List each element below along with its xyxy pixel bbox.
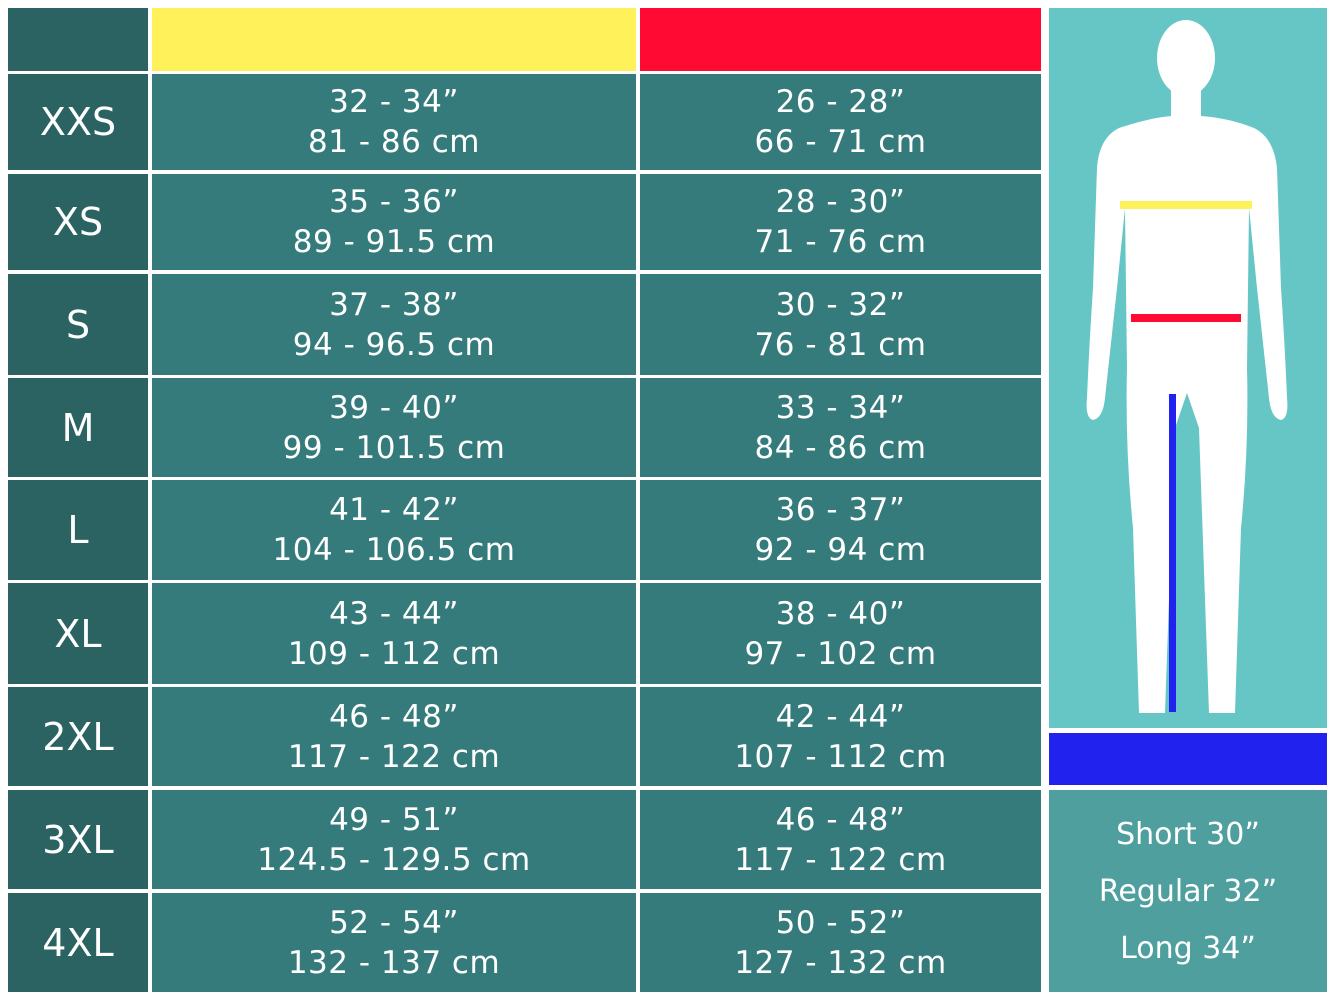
chest-cm: 94 - 96.5 cm <box>292 326 496 363</box>
chest-cm: 104 - 106.5 cm <box>272 532 516 568</box>
size-label: S <box>8 274 148 375</box>
chest-cell: 39 - 40” 99 - 101.5 cm <box>152 378 636 477</box>
chest-inches: 41 - 42” <box>329 492 459 528</box>
waist-line <box>1131 314 1241 322</box>
chest-inches: 46 - 48” <box>329 698 459 735</box>
chest-cell: 32 - 34” 81 - 86 cm <box>152 74 636 170</box>
size-label: XXS <box>8 74 148 170</box>
waist-inches: 33 - 34” <box>775 389 906 426</box>
waist-cm: 66 - 71 cm <box>754 124 927 160</box>
waist-cm: 92 - 94 cm <box>754 532 927 568</box>
chest-color-header <box>152 8 636 71</box>
waist-color-header <box>640 8 1041 71</box>
chest-inches: 32 - 34” <box>329 84 459 120</box>
chest-cell: 35 - 36” 89 - 91.5 cm <box>152 174 636 270</box>
waist-inches: 38 - 40” <box>775 595 906 632</box>
chest-inches: 43 - 44” <box>329 595 459 632</box>
waist-inches: 46 - 48” <box>775 801 906 838</box>
chest-cell: 49 - 51” 124.5 - 129.5 cm <box>152 790 636 889</box>
waist-cell: 42 - 44” 107 - 112 cm <box>640 687 1041 786</box>
chest-cm: 99 - 101.5 cm <box>282 429 506 466</box>
chest-inches: 35 - 36” <box>329 184 459 220</box>
waist-cell: 46 - 48” 117 - 122 cm <box>640 790 1041 889</box>
waist-cm: 107 - 112 cm <box>734 738 947 775</box>
size-label: 2XL <box>8 687 148 786</box>
waist-cm: 127 - 132 cm <box>734 944 947 981</box>
chest-cm: 124.5 - 129.5 cm <box>257 841 531 878</box>
waist-inches: 30 - 32” <box>775 286 906 323</box>
chest-cm: 117 - 122 cm <box>287 738 501 775</box>
chest-cell: 37 - 38” 94 - 96.5 cm <box>152 274 636 375</box>
waist-cm: 97 - 102 cm <box>744 635 937 672</box>
chest-cm: 132 - 137 cm <box>287 944 501 981</box>
waist-cell: 50 - 52” 127 - 132 cm <box>640 893 1041 992</box>
size-label: L <box>8 480 148 580</box>
waist-cell: 36 - 37” 92 - 94 cm <box>640 480 1041 580</box>
header-corner <box>8 8 148 71</box>
waist-cell: 33 - 34” 84 - 86 cm <box>640 378 1041 477</box>
leg-length-regular: Regular 32” <box>1098 873 1278 909</box>
waist-inches: 28 - 30” <box>775 184 906 220</box>
waist-inches: 50 - 52” <box>775 904 906 941</box>
chest-line <box>1120 201 1252 209</box>
waist-cm: 84 - 86 cm <box>754 429 927 466</box>
size-label: XL <box>8 583 148 684</box>
waist-cell: 38 - 40” 97 - 102 cm <box>640 583 1041 684</box>
leg-length-panel: Short 30” Regular 32” Long 34” <box>1049 790 1327 992</box>
waist-cell: 30 - 32” 76 - 81 cm <box>640 274 1041 375</box>
size-label: XS <box>8 174 148 270</box>
waist-cm: 76 - 81 cm <box>754 326 927 363</box>
chest-inches: 37 - 38” <box>329 286 459 323</box>
leg-length-short: Short 30” <box>1116 816 1260 852</box>
chest-cell: 41 - 42” 104 - 106.5 cm <box>152 480 636 580</box>
size-label: M <box>8 378 148 477</box>
waist-inches: 36 - 37” <box>775 492 906 528</box>
chest-cell: 43 - 44” 109 - 112 cm <box>152 583 636 684</box>
waist-cell: 26 - 28” 66 - 71 cm <box>640 74 1041 170</box>
chest-cm: 81 - 86 cm <box>308 124 480 160</box>
chest-inches: 39 - 40” <box>329 389 459 426</box>
inseam-line <box>1169 394 1176 712</box>
body-silhouette-icon <box>1086 20 1288 713</box>
waist-cell: 28 - 30” 71 - 76 cm <box>640 174 1041 270</box>
chest-cm: 109 - 112 cm <box>287 635 501 672</box>
chest-inches: 49 - 51” <box>329 801 459 838</box>
leg-length-long: Long 34” <box>1120 930 1256 966</box>
inseam-color-bar <box>1049 733 1327 785</box>
chest-cell: 46 - 48” 117 - 122 cm <box>152 687 636 786</box>
size-label: 4XL <box>8 893 148 992</box>
chest-inches: 52 - 54” <box>329 904 459 941</box>
chest-cell: 52 - 54” 132 - 137 cm <box>152 893 636 992</box>
size-label: 3XL <box>8 790 148 889</box>
waist-inches: 42 - 44” <box>775 698 906 735</box>
chest-cm: 89 - 91.5 cm <box>292 224 496 260</box>
waist-cm: 71 - 76 cm <box>754 224 927 260</box>
waist-inches: 26 - 28” <box>775 84 906 120</box>
waist-cm: 117 - 122 cm <box>734 841 947 878</box>
body-figure-panel <box>1049 8 1327 728</box>
